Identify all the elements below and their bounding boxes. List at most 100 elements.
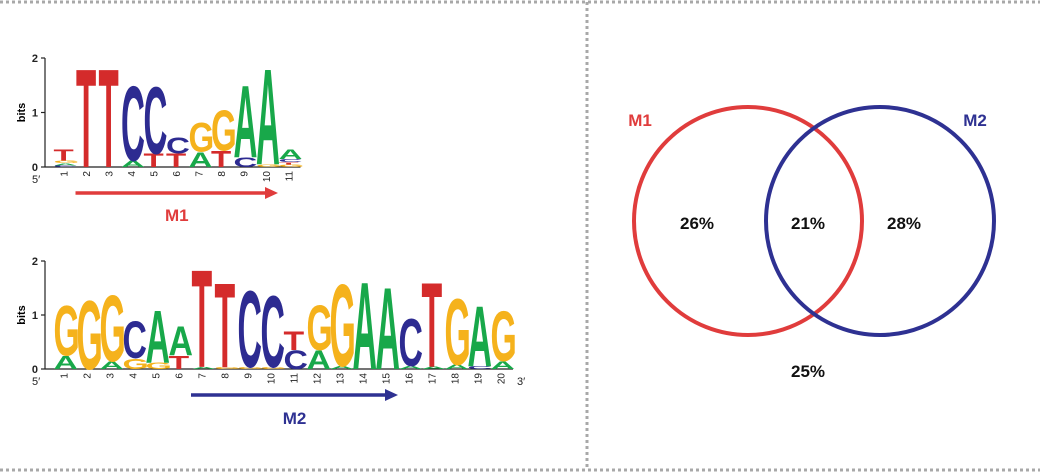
logo-letter-t: T (211, 147, 232, 173)
venn-circle-m2 (764, 105, 996, 337)
logo-position-label: 2 (82, 171, 93, 177)
logo-position-label: 3 (106, 373, 117, 379)
logo-position-label: 10 (262, 171, 273, 183)
logo-letter-a: A (399, 365, 423, 370)
venn-m2-only-percent: 28% (887, 214, 921, 233)
logo-position-label: 15 (382, 373, 393, 385)
logo-letter-a: A (353, 257, 377, 396)
logo-letter-t: T (284, 327, 305, 356)
logo-letter-g: G (215, 366, 241, 369)
venn-label-m2: M2 (963, 111, 987, 130)
logo-position-label: 4 (129, 373, 140, 379)
motif-arrow-head (265, 187, 278, 199)
logo-column: GC9 (238, 270, 264, 392)
logo-position-label: 3 (104, 171, 115, 177)
logo-y-tick-label: 0 (32, 364, 38, 376)
logo-column: TC 6 (166, 133, 190, 176)
logo-y-axis-label: bits (16, 305, 28, 325)
logo-column: AG3 (100, 277, 126, 382)
logo-letter-a: A (146, 295, 170, 379)
logo-position-label: 2 (83, 373, 94, 379)
motif-arrow-head (385, 389, 398, 401)
logo-position-label: 4 (127, 171, 138, 177)
logo-column: CT 11 (284, 327, 309, 383)
logo-letter-c: C (284, 346, 309, 375)
logo-column: A14 (353, 257, 377, 396)
logo-letter-g: G (238, 366, 264, 369)
logo-position-label: 13 (336, 373, 347, 385)
logo-letter-a: A (54, 352, 79, 373)
logo-letter-a: A (54, 163, 78, 166)
logo-letter-a: A (422, 366, 446, 370)
logo-column: GC 4 (123, 312, 149, 379)
logo-position-label: 7 (194, 171, 205, 177)
logo-letter-a: A (330, 365, 354, 370)
logo-letter-t: T (144, 150, 165, 171)
logo-position-label: 16 (405, 373, 416, 385)
logo-letter-c: C (238, 270, 262, 392)
motif-label-m2: M2 (283, 409, 307, 428)
logo-column: T3 (99, 39, 119, 197)
venn-diagram: M1 M2 26% 21% 28% 25% (628, 105, 996, 381)
logo-letter-g: G (211, 99, 237, 163)
logo-letter-a: A (307, 346, 332, 375)
logo-letter-a: A (192, 366, 216, 369)
venn-overlap-percent: 21% (791, 214, 825, 233)
logo-letter-c: C (144, 69, 168, 175)
logo-letter-a: A (279, 147, 303, 162)
logo-letter-a: A (491, 359, 515, 372)
logo-letter-g: G (256, 164, 282, 168)
logo-position-label: 12 (313, 373, 324, 385)
logo-letter-t: T (215, 258, 236, 393)
logo-letter-c: C (468, 365, 492, 370)
logo-letter-g: G (146, 361, 172, 371)
logo-letter-c: C (166, 133, 190, 159)
venn-m1-only-percent: 26% (680, 214, 714, 233)
logo-column: TC5 (144, 69, 168, 176)
logo-position-label: 5 (149, 171, 160, 177)
logo-position-label: 1 (60, 373, 71, 379)
logo-letter-c: C (123, 312, 147, 370)
logo-letter-g: G (189, 114, 215, 161)
logo-column: TA 6 (169, 319, 193, 378)
logo-letter-g: G (279, 164, 305, 168)
logo-position-label: 11 (284, 171, 295, 182)
logo-position-label: 5 (152, 373, 163, 379)
logo-5-prime-label: 5′ (32, 376, 40, 388)
logo-y-tick-label: 2 (32, 256, 38, 268)
logo-letter-g: G (54, 290, 80, 371)
logo-letter-c: C (279, 158, 303, 163)
logo-column: AC4 (121, 65, 145, 184)
logo-letter-g: G (77, 281, 103, 391)
logo-position-label: 18 (451, 373, 462, 385)
logo-y-tick-label: 1 (32, 108, 38, 120)
logo-column: CA9 (234, 66, 258, 180)
logo-letter-a: A (445, 364, 469, 371)
logo-letter-c: C (121, 65, 145, 184)
logo-letter-g: G (123, 355, 149, 372)
logo-letter-c: C (54, 165, 78, 168)
logo-column: AT7 (192, 240, 216, 397)
logo-letter-t: T (279, 162, 300, 165)
logo-position-label: 17 (428, 373, 439, 385)
logo-letter-g: G (261, 366, 287, 369)
logo-letter-t: T (166, 150, 187, 171)
logo-y-tick-label: 0 (32, 162, 38, 174)
venn-circle-m1 (632, 105, 864, 337)
logo-position-label: 6 (172, 171, 183, 177)
logo-5-prime-label: 5′ (32, 174, 40, 186)
logo-letter-g: G (445, 281, 471, 386)
logo-y-tick-label: 2 (32, 53, 38, 65)
logo-letter-t: T (76, 39, 96, 197)
logo-letter-a: A (468, 287, 492, 385)
logo-position-label: 19 (474, 373, 485, 385)
logo-position-label: 11 (290, 373, 301, 384)
logo-position-label: 1 (59, 171, 70, 177)
